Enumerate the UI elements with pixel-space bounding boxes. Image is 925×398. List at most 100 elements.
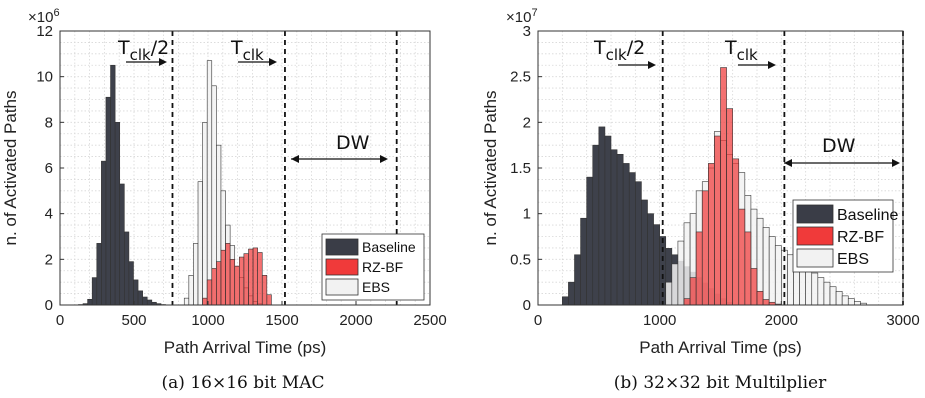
bar	[714, 135, 721, 306]
bar	[641, 199, 648, 306]
bar	[580, 217, 587, 306]
bar	[622, 163, 630, 306]
y-tick-label: 1.5	[510, 160, 531, 177]
bar	[774, 245, 782, 306]
bar	[829, 286, 837, 306]
y-tick-label: 2	[523, 114, 531, 131]
legend-swatch	[796, 226, 834, 246]
bar	[202, 122, 208, 306]
bar	[695, 231, 703, 306]
half-clock-label: Tclk/2	[117, 37, 169, 64]
bar	[257, 252, 263, 306]
legend-swatch	[325, 238, 359, 256]
clock-arrow	[738, 61, 776, 69]
legend-label: EBS	[837, 251, 869, 268]
x-tick-label: 2000	[339, 312, 372, 329]
bar	[701, 190, 709, 306]
bar	[146, 299, 153, 306]
x-tick-label: 3000	[886, 312, 919, 329]
bar	[677, 240, 685, 306]
y-tick-label: 0.5	[510, 251, 531, 268]
bar	[183, 297, 190, 306]
bar	[101, 160, 107, 306]
bar	[738, 208, 746, 306]
bar	[787, 254, 794, 306]
y-tick-label: 6	[45, 160, 53, 177]
bar	[841, 295, 849, 306]
x-tick-label: 1500	[265, 312, 298, 329]
x-tick-label: 500	[121, 312, 146, 329]
bar	[665, 281, 673, 306]
legend-swatch	[796, 204, 834, 224]
bar	[562, 296, 569, 306]
bar	[574, 254, 581, 306]
bar	[91, 277, 98, 306]
bar	[229, 259, 236, 306]
y-tick-label: 2	[45, 251, 53, 268]
caption: (b) 32×32 bit Multilplier	[614, 373, 827, 393]
bar	[114, 122, 121, 306]
bar	[197, 181, 203, 306]
bar	[193, 243, 199, 306]
x-tick-label: 1000	[643, 312, 676, 329]
clock-arrow	[238, 58, 277, 66]
dw-arrow	[784, 159, 900, 167]
bar	[234, 265, 240, 306]
chart-panel-a: 0 500 1000 1500 2000 2500 0 2 4 6 8 10 12×106 Path Ar…	[1, 7, 447, 393]
bar	[188, 275, 194, 306]
bar	[225, 243, 231, 306]
bar	[243, 253, 249, 306]
bar	[835, 290, 843, 306]
dw-label: DW	[822, 135, 856, 157]
bar	[568, 281, 575, 306]
bar	[248, 248, 254, 306]
x-tick-label: 1000	[191, 312, 224, 329]
half-clock-arrow	[126, 58, 167, 66]
y-tick-label: 2.5	[510, 69, 531, 86]
x-tick-label: 0	[534, 312, 542, 329]
bar	[744, 231, 752, 306]
y-axis-label: n. of Activated Paths	[1, 91, 20, 246]
bar	[726, 108, 733, 306]
x-tick-label: 2500	[413, 312, 446, 329]
bar	[683, 298, 691, 306]
bar	[635, 181, 642, 306]
bar	[216, 261, 222, 306]
bar	[762, 227, 770, 306]
dw-label: DW	[336, 132, 370, 154]
legend-label: EBS	[362, 279, 390, 295]
bar	[211, 268, 217, 306]
half-clock-arrow	[618, 61, 656, 69]
bar	[689, 277, 697, 306]
bar	[610, 149, 618, 306]
y-exponent: ×106	[28, 7, 60, 26]
bar	[266, 294, 272, 306]
y-exponent: ×107	[506, 7, 538, 26]
caption: (a) 16×16 bit MAC	[162, 373, 325, 393]
legend-swatch	[325, 258, 359, 276]
bar	[616, 154, 624, 306]
bar	[261, 275, 268, 306]
bar	[823, 281, 831, 306]
bar	[671, 263, 679, 306]
bar	[252, 247, 258, 306]
y-tick-label: 10	[36, 69, 53, 86]
bar	[847, 298, 855, 306]
x-tick-label: 0	[56, 312, 64, 329]
x-axis-label: Path Arrival Time (ps)	[164, 338, 327, 357]
bar	[768, 236, 776, 306]
legend-label: RZ-BF	[837, 229, 884, 246]
bar	[817, 277, 825, 306]
bar	[220, 249, 226, 306]
legend-label: Baseline	[362, 239, 416, 255]
bar	[720, 67, 727, 306]
x-axis-label: Path Arrival Time (ps)	[639, 338, 802, 357]
bar	[96, 243, 102, 306]
chart-panel-b: 0 1000 2000 3000 0 0.5 1 1.5 2 2.5 3×107 Path Arriv…	[481, 7, 920, 393]
y-tick-label: 0	[45, 297, 53, 314]
bar	[750, 268, 758, 306]
legend-swatch	[325, 278, 359, 296]
bar	[592, 144, 600, 306]
bar	[756, 290, 764, 306]
